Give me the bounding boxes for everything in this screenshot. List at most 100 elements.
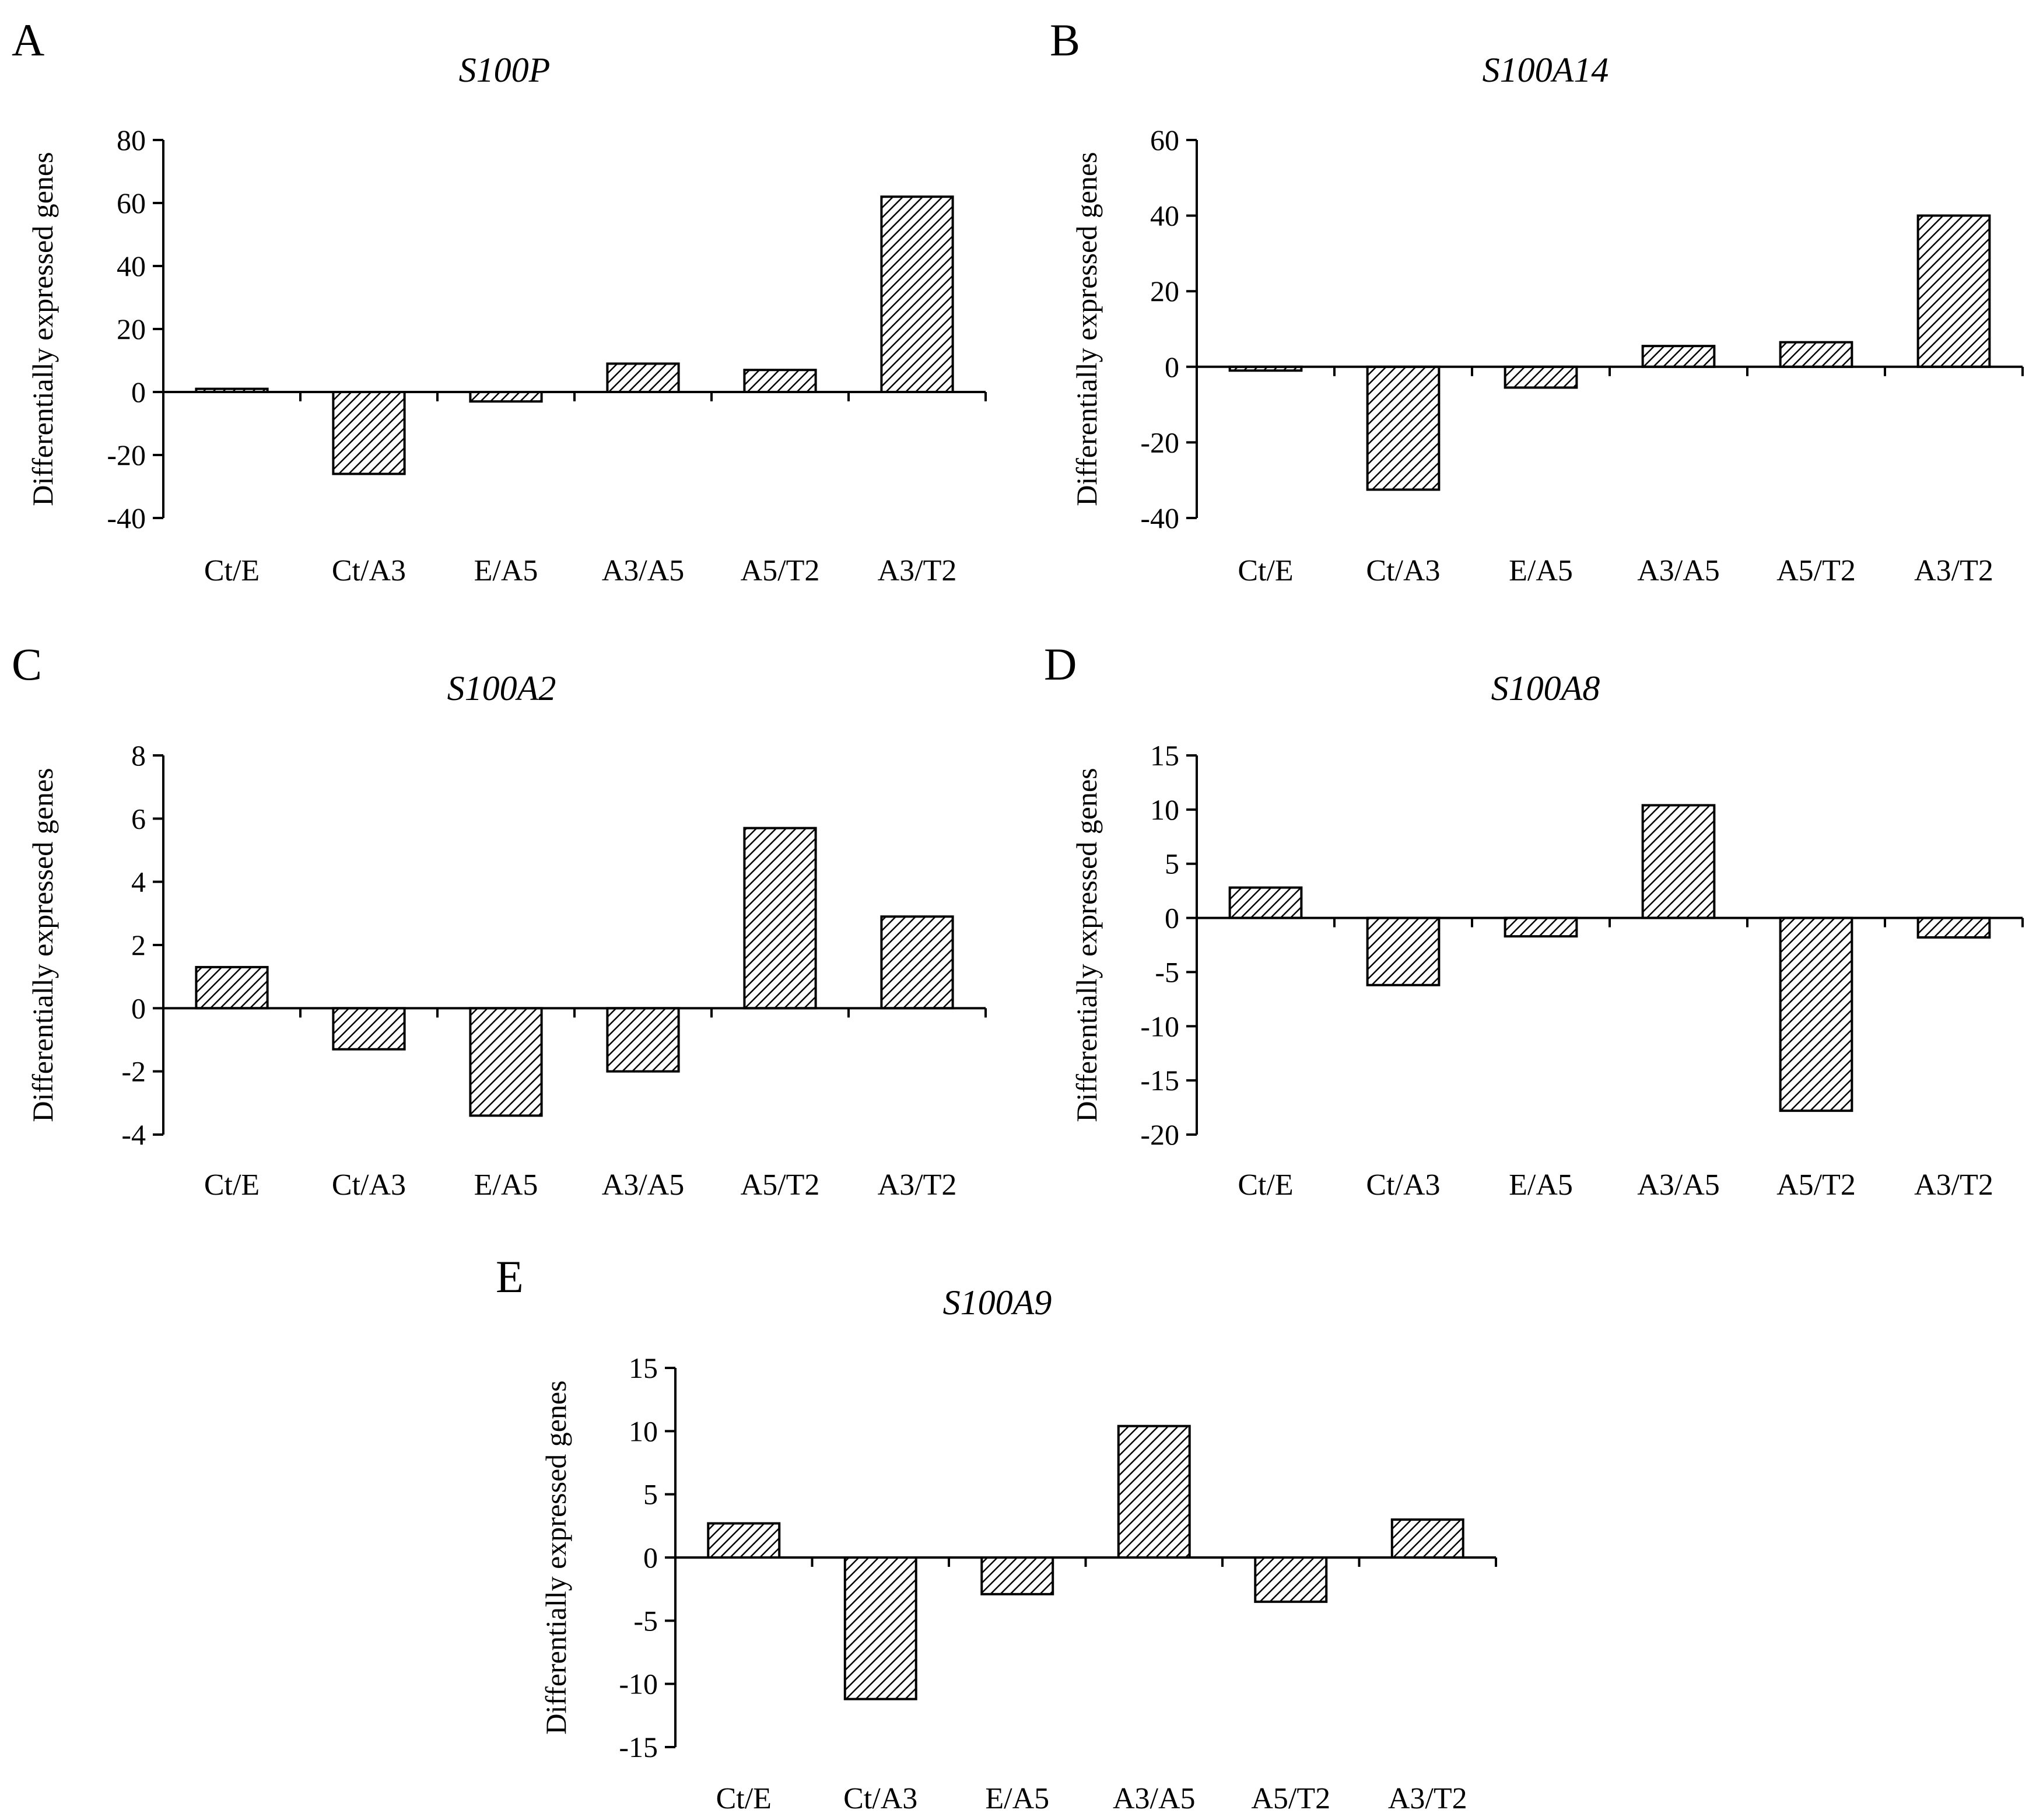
bar-a3-t2 [1916,916,1991,939]
panel-letter: D [1044,639,1077,690]
bar-a3-a5 [1117,1424,1191,1559]
y-tick-label: 60 [1150,124,1179,156]
y-tick-label: -5 [1155,956,1179,988]
bar-a5-t2 [1254,1556,1328,1603]
x-tick-label: A3/T2 [878,554,957,587]
y-tick-label: 40 [117,250,146,282]
x-tick-label: A5/T2 [1251,1782,1330,1815]
bar-ct-e [1228,886,1303,919]
chart-title: S100P [459,51,551,89]
x-tick-label: A3/A5 [1637,554,1720,587]
x-tick-label: E/A5 [474,1168,538,1202]
bar-a5-t2 [743,369,817,394]
y-axis-label: Differentially expressed genes [539,1380,572,1734]
bar-a3-t2 [1390,1518,1464,1559]
x-tick-label: A3/T2 [1388,1782,1467,1815]
bar-a5-t2 [743,827,817,1010]
y-tick-label: 2 [131,929,146,961]
x-tick-label: A5/T2 [1776,1168,1856,1202]
panel-letter: E [496,1251,524,1302]
y-tick-label: -20 [107,439,146,471]
y-tick-label: 0 [643,1541,658,1574]
x-tick-label: Ct/E [204,554,260,587]
y-axis-label: Differentially expressed genes [1070,152,1103,506]
chart-panel-a: A S100P Differentially expressed genes -40 -… [12,15,987,587]
y-tick-label: 8 [131,739,146,772]
x-tick-label: Ct/A3 [332,554,406,587]
bar-ct-e [707,1522,781,1559]
x-tick-label: A3/A5 [602,1168,685,1202]
bar-e-a5 [980,1556,1054,1595]
x-tick-label: A5/T2 [741,554,820,587]
y-tick-label: -20 [1140,426,1179,459]
chart-panel-d: D S100A8 Differentially expressed genes -20… [1044,639,2024,1202]
bar-a3-a5 [1641,345,1716,368]
bar-a3-a5 [606,1007,680,1073]
y-tick-label: -40 [107,502,146,534]
chart-title: S100A2 [447,669,556,708]
chart-panel-e: E S100A9 Differentially expressed genes -15… [496,1251,1497,1815]
y-tick-label: 10 [629,1415,658,1447]
bar-a3-a5 [1641,804,1716,919]
x-tick-label: E/A5 [1509,554,1573,587]
panel-letter: C [12,639,42,690]
bar-a5-t2 [1779,916,1853,1112]
y-axis-label: Differentially expressed genes [26,768,59,1122]
y-tick-label: 20 [1150,275,1179,307]
bar-a5-t2 [1779,341,1853,368]
bar-e-a5 [1504,916,1578,938]
y-tick-label: -2 [121,1055,146,1088]
x-tick-label: Ct/E [716,1782,772,1815]
y-tick-label: 0 [131,992,146,1024]
chart-title: S100A9 [943,1283,1052,1322]
bar-ct-e [195,965,269,1010]
y-tick-label: -10 [1140,1010,1179,1042]
y-tick-label: 15 [1150,739,1179,772]
y-tick-label: 60 [117,187,146,219]
panel-letter: A [12,15,44,65]
y-tick-label: -20 [1140,1118,1179,1151]
bar-e-a5 [469,1007,543,1117]
x-tick-label: Ct/A3 [843,1782,917,1815]
x-tick-label: Ct/E [204,1168,260,1202]
bar-a3-t2 [1916,214,1991,368]
bar-a3-a5 [606,362,680,394]
bar-ct-a3 [843,1556,917,1700]
bar-a3-t2 [880,915,954,1010]
chart-title: S100A8 [1491,669,1600,708]
y-axis-label: Differentially expressed genes [26,152,59,506]
x-tick-label: Ct/A3 [1366,554,1440,587]
bar-ct-a3 [332,391,406,475]
y-tick-label: 20 [117,313,146,345]
panel-letter: B [1050,15,1080,65]
x-tick-label: A5/T2 [741,1168,820,1202]
x-tick-label: A3/T2 [878,1168,957,1202]
y-tick-label: 40 [1150,200,1179,232]
y-tick-label: 15 [629,1352,658,1384]
y-tick-label: -4 [121,1118,146,1151]
x-tick-label: Ct/E [1238,1168,1293,1202]
bar-ct-a3 [332,1007,406,1051]
chart-panel-c: C S100A2 Differentially expressed genes -4 -… [12,639,987,1202]
x-tick-label: E/A5 [474,554,538,587]
y-axis-label: Differentially expressed genes [1070,768,1103,1122]
x-tick-label: A3/T2 [1914,1168,1993,1202]
y-tick-label: 80 [117,124,146,156]
x-tick-label: A3/A5 [1637,1168,1720,1202]
x-tick-label: A3/A5 [602,554,685,587]
chart-panel-b: B S100A14 Differentially expressed genes -4… [1050,15,2024,587]
y-tick-label: 0 [1165,902,1179,935]
y-tick-label: 4 [131,866,146,898]
x-tick-label: A3/T2 [1914,554,1993,587]
y-tick-label: 10 [1150,793,1179,826]
y-tick-label: -5 [633,1604,658,1637]
y-tick-label: -10 [619,1668,658,1700]
y-tick-label: 0 [131,376,146,408]
bar-ct-a3 [1366,916,1441,986]
y-tick-label: -15 [1140,1064,1179,1097]
x-tick-label: E/A5 [1509,1168,1573,1202]
bar-a3-t2 [880,195,954,393]
y-tick-label: 6 [131,802,146,835]
y-tick-label: 0 [1165,351,1179,383]
